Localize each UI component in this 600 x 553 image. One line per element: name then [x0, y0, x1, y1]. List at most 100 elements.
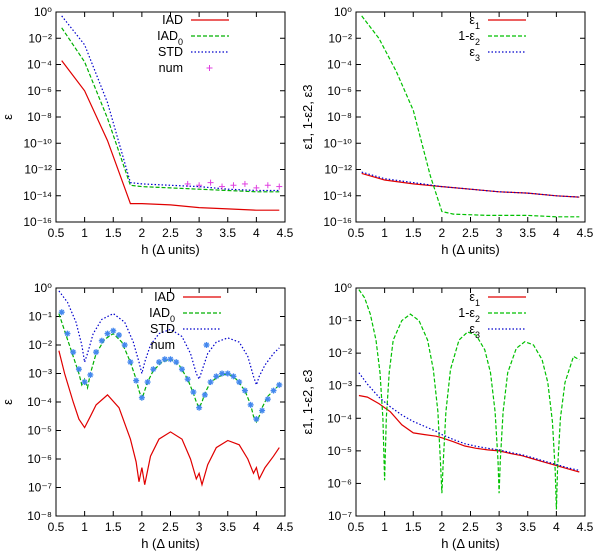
plot-area — [358, 289, 580, 510]
x-tick-label: 4 — [253, 226, 260, 240]
data-point — [276, 183, 283, 190]
legend-entry: ε1 — [469, 290, 526, 308]
legend-label: 1-ε2 — [458, 29, 480, 47]
y-tick-label: 10⁻⁷ — [328, 509, 352, 523]
y-tick-label: 10⁻⁶ — [327, 84, 352, 98]
legend-entry: num — [159, 61, 213, 75]
data-point — [115, 332, 122, 339]
data-point — [156, 359, 163, 366]
x-tick-label: 3.5 — [219, 226, 236, 240]
y-axis-label: ε1, 1-ε2, ε3 — [300, 84, 315, 149]
y-tick-label: 10⁻¹² — [324, 163, 352, 177]
panel-p3: 0.5 1 1.5 2 2.5 3 3.5 4 4.5 10⁻⁸ 10⁻⁷ 10⁻⁶ 10⁻⁵ 10⁻⁴ 1… — [0, 281, 294, 551]
y-tick-label: 10⁻⁴ — [327, 58, 352, 72]
panel-p4: 0.5 1 1.5 2 2.5 3 3.5 4 4.5 10⁻⁷ 10⁻⁶ 10⁻⁵ 10⁻⁴ 10⁻³ 1… — [300, 281, 594, 551]
series-p2-2 — [361, 171, 580, 198]
x-tick-label: 1 — [81, 520, 88, 534]
data-point — [58, 309, 65, 316]
y-tick-label: 10⁻⁴ — [327, 411, 352, 425]
y-axis-label: ε — [0, 399, 15, 405]
x-tick-label: 2.5 — [162, 226, 179, 240]
plot-area — [58, 290, 283, 488]
series-p2-0 — [361, 172, 580, 198]
legend-entry: IAD — [162, 13, 229, 27]
data-point — [207, 179, 214, 186]
legend-entry: IAD0 — [157, 29, 229, 47]
y-tick-label: 10⁻⁶ — [27, 452, 52, 466]
data-point — [196, 182, 203, 189]
y-tick-label: 10⁻⁵ — [27, 424, 52, 438]
data-point — [64, 330, 71, 337]
y-tick-label: 10⁻⁸ — [327, 110, 352, 124]
x-tick-label: 2 — [439, 226, 446, 240]
data-point — [104, 330, 111, 337]
x-tick-label: 1.5 — [105, 520, 122, 534]
y-tick-label: 10⁻⁶ — [27, 84, 52, 98]
data-point — [270, 387, 277, 394]
y-tick-label: 10⁻⁸ — [27, 110, 52, 124]
data-point — [144, 379, 151, 386]
y-tick-label: 10⁻² — [28, 338, 52, 352]
x-tick-label: 3.5 — [519, 226, 536, 240]
x-tick-label: 3.5 — [219, 520, 236, 534]
data-point — [219, 370, 226, 377]
legend-label: STD — [158, 45, 183, 59]
data-point — [196, 404, 203, 411]
y-tick-label: 10⁻⁶ — [327, 476, 352, 490]
data-point — [276, 381, 283, 388]
x-tick-label: 0.5 — [348, 520, 365, 534]
x-tick-label: 4.5 — [577, 226, 594, 240]
legend-entry: num — [151, 338, 210, 352]
data-point — [253, 184, 260, 191]
data-point — [236, 379, 243, 386]
legend-marker — [203, 342, 210, 348]
y-tick-label: 10⁻¹⁰ — [324, 136, 353, 150]
y-tick-label: 10⁻¹⁶ — [23, 215, 52, 229]
plot-area — [61, 15, 283, 211]
data-point — [110, 327, 117, 334]
panel-p2: 0.5 1 1.5 2 2.5 3 3.5 4 4.5 10⁻¹⁶ 10⁻¹⁴ 10⁻¹² 10⁻¹⁰ 1… — [300, 5, 594, 257]
plot-frame — [55, 11, 286, 223]
y-tick-label: 10⁰ — [334, 5, 352, 19]
legend-label: IAD0 — [157, 29, 183, 47]
series-p3-0 — [58, 350, 280, 488]
x-tick-label: 0.5 — [48, 226, 65, 240]
series-p1-1 — [61, 27, 280, 193]
data-point — [178, 366, 185, 373]
x-tick-label: 1.5 — [105, 226, 122, 240]
legend-entry: ε3 — [469, 322, 526, 340]
data-point — [247, 401, 254, 408]
data-point — [241, 387, 248, 394]
data-point — [213, 373, 220, 380]
series-p1-0 — [61, 60, 280, 211]
data-point — [224, 370, 231, 377]
x-tick-label: 3 — [496, 226, 503, 240]
y-tick-label: 10⁻¹⁶ — [323, 215, 352, 229]
x-tick-label: 0.5 — [48, 520, 65, 534]
data-point — [161, 356, 168, 363]
data-point — [167, 356, 174, 363]
series-p1-2 — [61, 15, 280, 192]
data-point — [184, 180, 191, 187]
legend-label: IAD0 — [149, 306, 175, 324]
x-tick-label: 2.5 — [462, 520, 479, 534]
x-axis-label: h (Δ units) — [441, 242, 500, 257]
y-tick-label: 10⁻⁷ — [28, 481, 52, 495]
series-p4-1 — [358, 289, 580, 510]
legend-entry: IAD0 — [149, 306, 221, 324]
x-tick-label: 2 — [139, 520, 146, 534]
x-axis-label: h (Δ units) — [141, 536, 200, 551]
y-tick-label: 10⁰ — [34, 5, 52, 19]
plot-frame — [355, 11, 586, 223]
x-tick-label: 3 — [196, 226, 203, 240]
data-point — [70, 349, 77, 356]
data-point — [190, 389, 197, 396]
y-tick-label: 10⁻⁴ — [27, 395, 52, 409]
y-tick-label: 10⁻² — [28, 31, 52, 45]
y-tick-label: 10⁻¹⁴ — [323, 189, 352, 203]
data-point — [253, 416, 260, 423]
x-tick-label: 3 — [196, 520, 203, 534]
x-tick-label: 2.5 — [162, 520, 179, 534]
data-point — [230, 373, 237, 380]
